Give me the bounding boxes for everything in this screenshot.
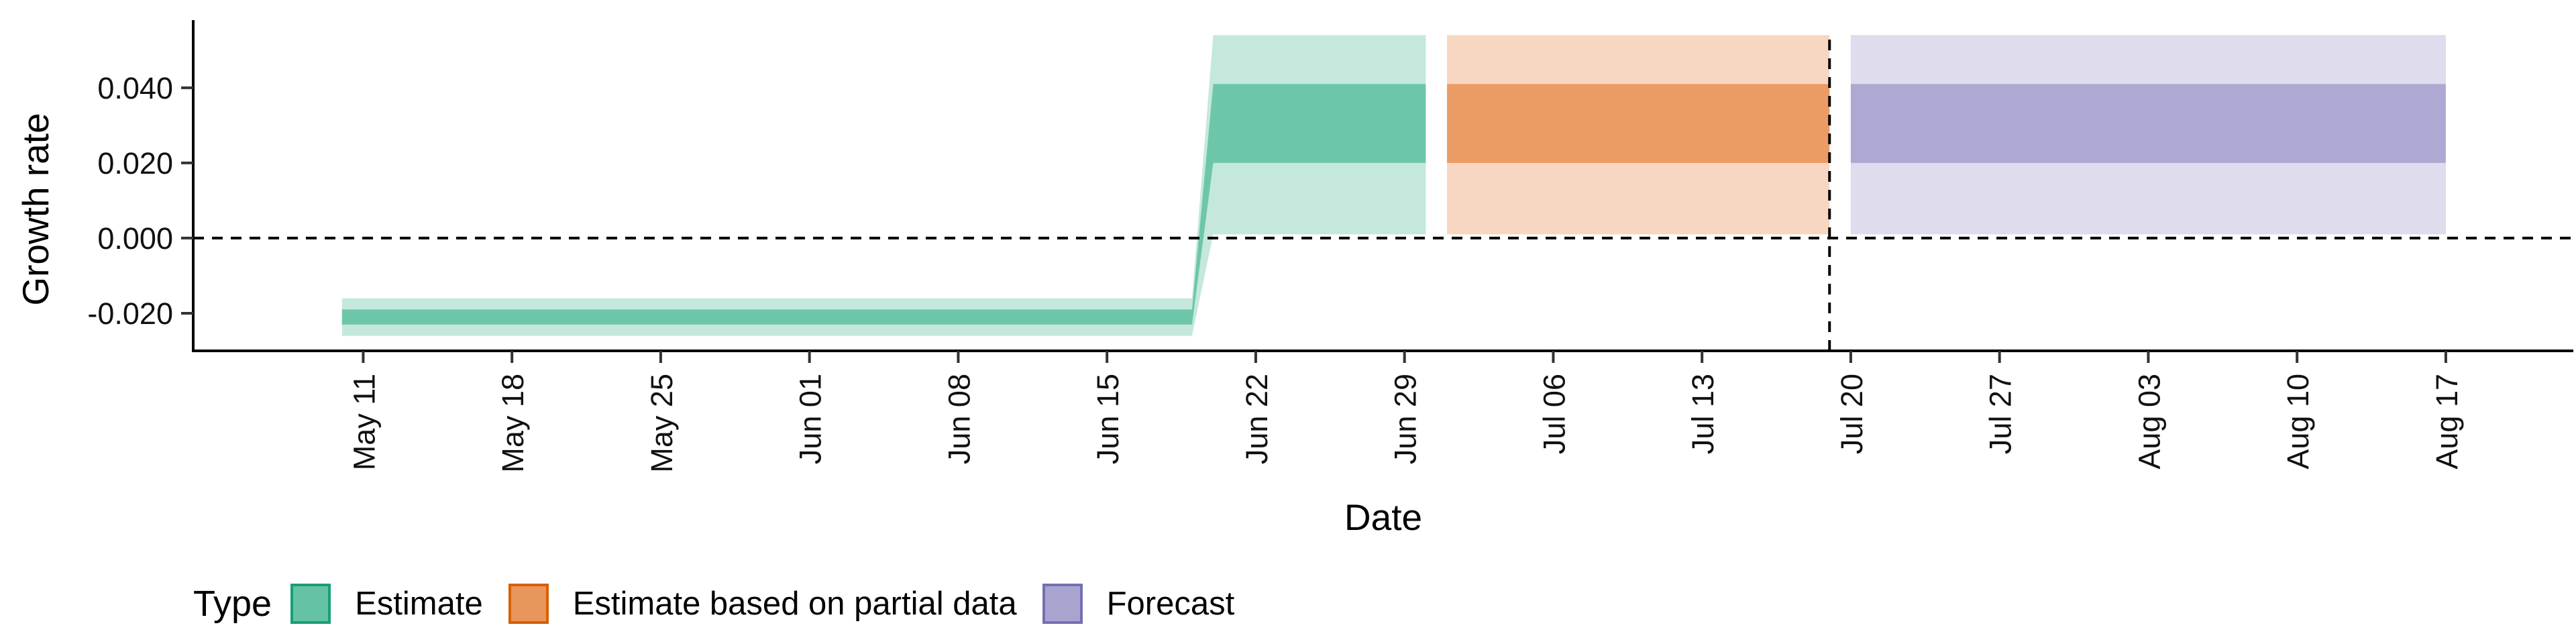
legend-key-partial-estimate [508, 584, 549, 624]
x-tick-label: Jun 15 [1091, 374, 1125, 464]
x-tick-label: Jul 13 [1686, 374, 1720, 454]
legend-label-forecast: Forecast [1106, 586, 1235, 622]
legend-item-forecast: Forecast [1042, 584, 1235, 624]
y-tick-label: 0.000 [97, 221, 173, 256]
x-axis-title: Date [1344, 496, 1422, 538]
ribbon-inner-forecast [1850, 84, 2446, 163]
y-tick-label: -0.020 [87, 297, 173, 331]
legend-key-forecast [1042, 584, 1083, 624]
axis-ticks: May 11 May 18 May 25 Jun 01 Jun 08 Jun 15 Jun … [87, 71, 2464, 473]
legend: Type Estimate Estimate based on partial … [193, 576, 1260, 632]
ribbon-inner-estimate [341, 84, 1426, 325]
x-tick-label: Aug 03 [2132, 374, 2166, 470]
ribbon-inner-estimate-based-on-partial-data [1447, 84, 1830, 163]
x-tick-label: May 11 [347, 374, 381, 470]
y-axis-title: Growth rate [15, 113, 56, 305]
legend-label-partial-estimate: Estimate based on partial data [572, 586, 1017, 622]
legend-label-estimate: Estimate [355, 586, 483, 622]
x-tick-label: Jun 29 [1389, 374, 1423, 464]
x-tick-label: Jul 20 [1835, 374, 1869, 454]
x-tick-label: Jun 08 [942, 374, 976, 464]
legend-item-partial-estimate: Estimate based on partial data [508, 584, 1017, 624]
x-tick-label: May 25 [645, 374, 679, 473]
y-tick-label: 0.040 [97, 71, 173, 105]
reference-lines [193, 32, 2573, 351]
legend-item-estimate: Estimate [290, 584, 483, 624]
ribbon-outer-estimate [341, 35, 1426, 336]
x-tick-label: Jun 01 [794, 374, 828, 464]
x-tick-label: Aug 10 [2281, 374, 2315, 470]
ribbon-layer [341, 35, 2446, 336]
x-tick-label: May 18 [496, 374, 530, 473]
x-tick-label: Jun 22 [1240, 374, 1274, 464]
y-tick-label: 0.020 [97, 146, 173, 180]
x-tick-label: Jul 06 [1537, 374, 1571, 454]
legend-key-estimate [290, 584, 331, 624]
x-tick-label: Aug 17 [2430, 374, 2464, 470]
legend-title: Type [193, 584, 272, 624]
axes [192, 20, 2573, 352]
x-tick-label: Jul 27 [1984, 374, 2018, 454]
